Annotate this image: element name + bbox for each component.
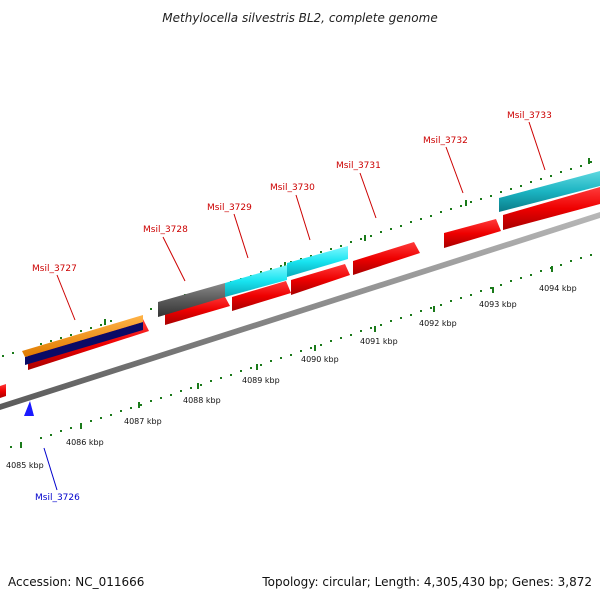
map-title: Methylocella silvestris BL2, complete ge… — [162, 11, 437, 25]
gene-label-msil-3727[interactable]: Msil_3727 — [32, 264, 77, 274]
gene-labels: Msil_3727 Msil_3728 Msil_3729 Msil_3730 … — [32, 111, 552, 503]
cyan-feature[interactable] — [225, 265, 287, 297]
gray-feature[interactable] — [158, 283, 225, 317]
label-leader-line — [295, 194, 311, 241]
gene-label-msil-3729[interactable]: Msil_3729 — [207, 203, 252, 213]
kbp-label: 4093 kbp — [479, 300, 517, 309]
teal-feature[interactable] — [499, 171, 600, 212]
forward-gene-arrows — [0, 187, 600, 398]
kbp-label: 4085 kbp — [6, 461, 44, 470]
inner-tick-ring — [10, 254, 592, 448]
kbp-label: 4094 kbp — [539, 284, 577, 293]
gene-arrow[interactable] — [353, 242, 420, 275]
accession-text: Accession: NC_011666 — [8, 575, 144, 589]
label-leader-line — [43, 447, 58, 491]
navy-feature[interactable] — [25, 322, 143, 365]
kbp-labels: 4085 kbp 4086 kbp 4087 kbp 4088 kbp 4089… — [6, 284, 577, 470]
label-leader-line — [162, 236, 186, 282]
label-leader-line — [528, 121, 546, 171]
genome-summary-text: Topology: circular; Length: 4,305,430 bp… — [261, 575, 592, 589]
gene-label-msil-3726[interactable]: Msil_3726 — [35, 493, 80, 503]
kbp-label: 4087 kbp — [124, 417, 162, 426]
kbp-label: 4088 kbp — [183, 396, 221, 405]
reverse-gene-arrow[interactable] — [24, 401, 34, 416]
label-leader-line — [445, 146, 464, 194]
gene-arrow[interactable] — [444, 219, 501, 248]
gene-label-msil-3732[interactable]: Msil_3732 — [423, 136, 468, 146]
feature-tracks — [22, 171, 600, 365]
label-leader-line — [359, 172, 377, 219]
kbp-label: 4090 kbp — [301, 355, 339, 364]
gene-label-msil-3730[interactable]: Msil_3730 — [270, 183, 315, 193]
orange-feature[interactable] — [22, 315, 143, 357]
gene-arrow[interactable] — [0, 384, 6, 398]
kbp-label: 4091 kbp — [360, 337, 398, 346]
gene-label-msil-3728[interactable]: Msil_3728 — [143, 225, 188, 235]
kbp-label: 4092 kbp — [419, 319, 457, 328]
genome-backbone — [0, 212, 600, 410]
gene-label-msil-3731[interactable]: Msil_3731 — [336, 161, 381, 171]
gene-label-msil-3733[interactable]: Msil_3733 — [507, 111, 552, 121]
label-leader-line — [233, 213, 249, 259]
cyan-feature[interactable] — [287, 246, 348, 277]
kbp-label: 4089 kbp — [242, 376, 280, 385]
label-leader-line — [56, 274, 76, 321]
gene-arrow[interactable] — [165, 295, 230, 325]
gene-arrow[interactable] — [291, 264, 350, 295]
gene-arrow[interactable] — [503, 187, 600, 230]
gene-arrow[interactable] — [232, 281, 291, 311]
kbp-label: 4086 kbp — [66, 438, 104, 447]
